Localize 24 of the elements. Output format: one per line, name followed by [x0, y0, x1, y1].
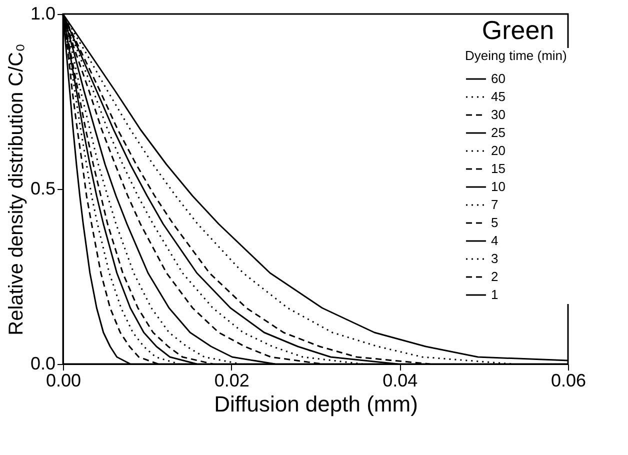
x-tick-label: 0.02: [214, 370, 250, 390]
x-tick-label: 0.06: [550, 370, 586, 390]
legend-label: 60: [491, 71, 506, 86]
legend-label: 4: [491, 233, 498, 248]
annotation: Green: [482, 15, 554, 45]
legend-label: 45: [491, 89, 506, 104]
y-tick-label: 1.0: [30, 4, 56, 24]
legend-label: 20: [491, 143, 506, 158]
x-axis-title: Diffusion depth (mm): [214, 392, 418, 416]
x-tick-label: 0.04: [382, 370, 418, 390]
legend-label: 30: [491, 107, 506, 122]
y-tick-label: 0.0: [30, 354, 56, 374]
y-axis-title: Relative density distribution C/C₀: [5, 44, 28, 336]
legend-label: 10: [491, 179, 506, 194]
legend-label: 15: [491, 161, 506, 176]
legend-label: 3: [491, 251, 498, 266]
legend-title: Dyeing time (min): [465, 48, 567, 63]
legend-label: 1: [491, 287, 498, 302]
legend-label: 2: [491, 269, 498, 284]
legend-label: 5: [491, 215, 498, 230]
legend-label: 25: [491, 125, 506, 140]
legend-label: 7: [491, 197, 498, 212]
y-tick-label: 0.5: [30, 178, 56, 198]
x-tick-label: 0.00: [46, 370, 82, 390]
